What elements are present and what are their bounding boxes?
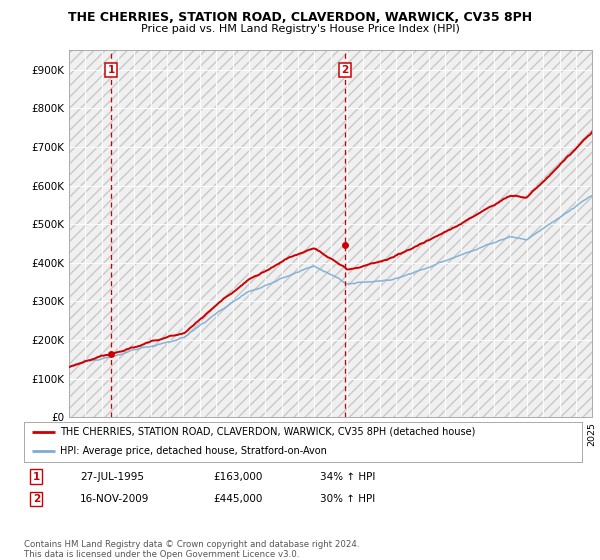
Text: 34% ↑ HPI: 34% ↑ HPI	[320, 472, 375, 482]
Text: 1: 1	[107, 65, 115, 75]
Text: 27-JUL-1995: 27-JUL-1995	[80, 472, 144, 482]
Text: 2: 2	[341, 65, 349, 75]
Text: THE CHERRIES, STATION ROAD, CLAVERDON, WARWICK, CV35 8PH (detached house): THE CHERRIES, STATION ROAD, CLAVERDON, W…	[60, 427, 476, 437]
Text: Contains HM Land Registry data © Crown copyright and database right 2024.
This d: Contains HM Land Registry data © Crown c…	[24, 540, 359, 559]
Text: 1: 1	[32, 472, 40, 482]
Text: £163,000: £163,000	[214, 472, 263, 482]
Text: 30% ↑ HPI: 30% ↑ HPI	[320, 494, 375, 504]
Text: 16-NOV-2009: 16-NOV-2009	[80, 494, 149, 504]
Text: £445,000: £445,000	[214, 494, 263, 504]
Bar	[69, 50, 592, 417]
Text: Price paid vs. HM Land Registry's House Price Index (HPI): Price paid vs. HM Land Registry's House …	[140, 24, 460, 34]
Text: THE CHERRIES, STATION ROAD, CLAVERDON, WARWICK, CV35 8PH: THE CHERRIES, STATION ROAD, CLAVERDON, W…	[68, 11, 532, 24]
Text: 2: 2	[32, 494, 40, 504]
Text: HPI: Average price, detached house, Stratford-on-Avon: HPI: Average price, detached house, Stra…	[60, 446, 327, 456]
